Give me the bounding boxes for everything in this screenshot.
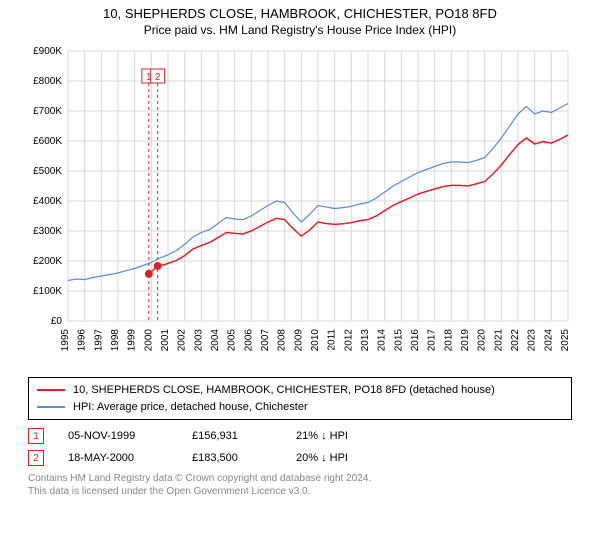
event-row: 2 18-MAY-2000 £183,500 20% ↓ HPI	[28, 450, 572, 466]
svg-text:2009: 2009	[293, 329, 304, 352]
footnote-line: Contains HM Land Registry data © Crown c…	[28, 472, 572, 485]
legend-row-property: 10, SHEPHERDS CLOSE, HAMBROOK, CHICHESTE…	[37, 382, 563, 399]
svg-text:1995: 1995	[60, 329, 71, 352]
footnote: Contains HM Land Registry data © Crown c…	[28, 472, 572, 498]
page-title: 10, SHEPHERDS CLOSE, HAMBROOK, CHICHESTE…	[0, 6, 600, 21]
event-row: 1 05-NOV-1999 £156,931 21% ↓ HPI	[28, 428, 572, 444]
svg-text:2014: 2014	[377, 329, 388, 352]
svg-text:2022: 2022	[510, 329, 521, 352]
legend-swatch-property	[37, 389, 65, 391]
svg-text:2007: 2007	[260, 329, 271, 352]
event-price: £183,500	[192, 452, 272, 464]
svg-text:1997: 1997	[93, 329, 104, 352]
svg-text:2002: 2002	[177, 329, 188, 352]
legend-swatch-hpi	[37, 406, 65, 408]
event-pct: 20% ↓ HPI	[296, 452, 376, 464]
svg-text:2016: 2016	[410, 329, 421, 352]
svg-text:2004: 2004	[210, 329, 221, 352]
svg-text:1996: 1996	[77, 329, 88, 352]
svg-text:2021: 2021	[493, 329, 504, 352]
event-price: £156,931	[192, 430, 272, 442]
legend-label-hpi: HPI: Average price, detached house, Chic…	[73, 399, 308, 416]
event-pct: 21% ↓ HPI	[296, 430, 376, 442]
svg-text:2025: 2025	[560, 329, 571, 352]
event-marker-1: 1	[28, 428, 44, 444]
svg-text:£300K: £300K	[33, 226, 62, 237]
svg-text:2008: 2008	[277, 329, 288, 352]
svg-text:2018: 2018	[443, 329, 454, 352]
event-marker-2: 2	[28, 450, 44, 466]
svg-text:2024: 2024	[543, 329, 554, 352]
svg-text:2011: 2011	[327, 329, 338, 351]
svg-text:2005: 2005	[227, 329, 238, 352]
svg-text:£200K: £200K	[33, 256, 62, 267]
svg-text:£800K: £800K	[33, 76, 62, 87]
event-date: 05-NOV-1999	[68, 430, 168, 442]
svg-text:£400K: £400K	[33, 196, 62, 207]
svg-text:£900K: £900K	[33, 46, 62, 57]
svg-text:2023: 2023	[527, 329, 538, 352]
svg-text:2003: 2003	[193, 329, 204, 352]
svg-text:2017: 2017	[427, 329, 438, 352]
svg-text:2010: 2010	[310, 329, 321, 352]
event-date: 18-MAY-2000	[68, 452, 168, 464]
svg-text:2012: 2012	[343, 329, 354, 352]
price-chart: £0 £100K £200K £300K £400K £500K £600K £700K £80…	[20, 41, 580, 371]
page-subtitle: Price paid vs. HM Land Registry's House …	[0, 23, 600, 37]
svg-text:2000: 2000	[143, 329, 154, 352]
svg-text:2013: 2013	[360, 329, 371, 352]
svg-text:£600K: £600K	[33, 136, 62, 147]
svg-text:2001: 2001	[160, 329, 171, 352]
svg-text:1998: 1998	[110, 329, 121, 352]
svg-text:£500K: £500K	[33, 166, 62, 177]
svg-text:£700K: £700K	[33, 106, 62, 117]
legend: 10, SHEPHERDS CLOSE, HAMBROOK, CHICHESTE…	[28, 377, 572, 420]
svg-text:2019: 2019	[460, 329, 471, 352]
svg-text:2: 2	[155, 72, 161, 83]
svg-text:2006: 2006	[243, 329, 254, 352]
svg-text:2020: 2020	[477, 329, 488, 352]
legend-label-property: 10, SHEPHERDS CLOSE, HAMBROOK, CHICHESTE…	[73, 382, 495, 399]
legend-row-hpi: HPI: Average price, detached house, Chic…	[37, 399, 563, 416]
svg-text:1999: 1999	[127, 329, 138, 352]
footnote-line: This data is licensed under the Open Gov…	[28, 485, 572, 498]
svg-text:£100K: £100K	[33, 286, 62, 297]
svg-text:2015: 2015	[393, 329, 404, 352]
event-list: 1 05-NOV-1999 £156,931 21% ↓ HPI 2 18-MA…	[28, 428, 572, 466]
svg-text:£0: £0	[51, 316, 63, 327]
